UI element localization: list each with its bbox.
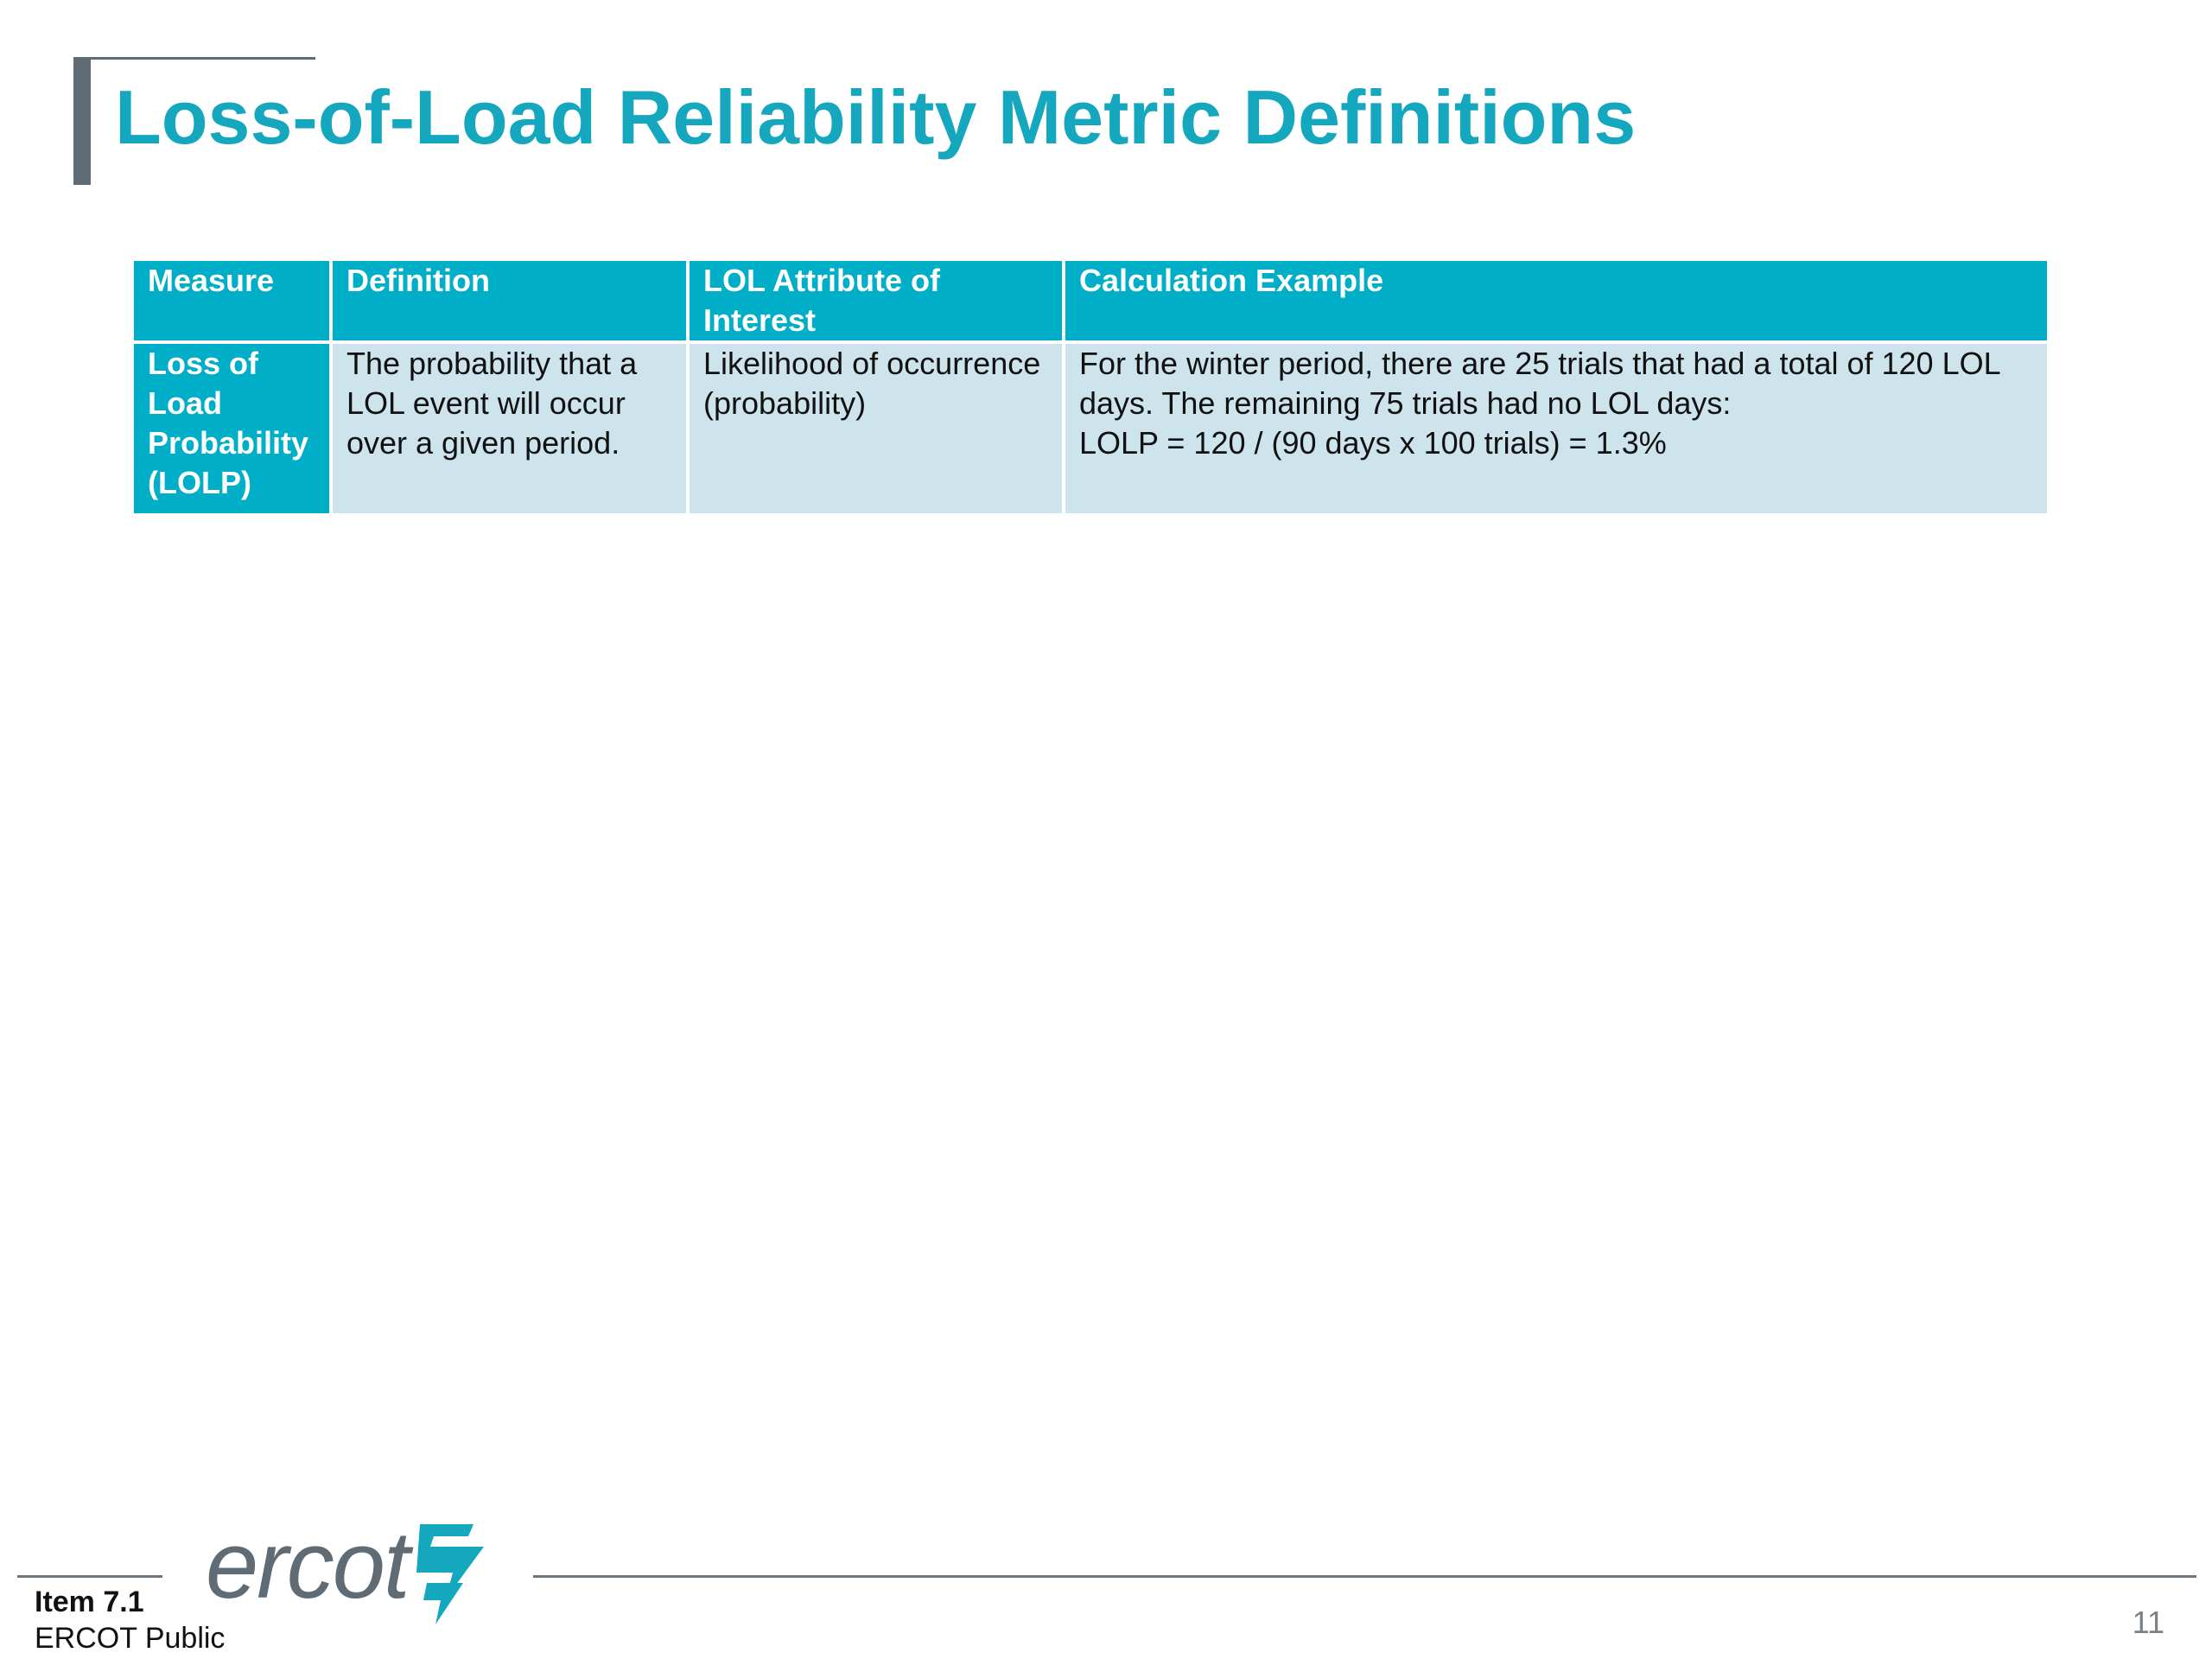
metric-definitions-table: Measure Definition LOL Attribute of Inte… <box>130 257 2050 517</box>
ercot-logo: ercot <box>206 1514 491 1635</box>
table-header-row: Measure Definition LOL Attribute of Inte… <box>130 257 2050 344</box>
calculation-formula: LOLP = 120 / (90 days x 100 trials) = 1.… <box>1079 425 1667 461</box>
footer-item-label: Item 7.1 <box>35 1586 144 1618</box>
footer-rule-left <box>17 1575 162 1578</box>
title-accent-rule <box>73 57 315 60</box>
footer-classification: ERCOT Public <box>35 1622 226 1655</box>
title-accent-bar <box>73 57 91 185</box>
header-calculation-example: Calculation Example <box>1062 257 2050 344</box>
page-title: Loss-of-Load Reliability Metric Definiti… <box>115 74 1637 160</box>
header-definition: Definition <box>329 257 690 344</box>
page-number: 11 <box>2132 1605 2164 1640</box>
footer-rule-right <box>533 1575 2196 1578</box>
cell-lol-attribute: Likelihood of occurrence (probability) <box>686 340 1065 517</box>
logo-wordmark: ercot <box>206 1512 410 1618</box>
ercot-lightning-bolt-icon <box>416 1524 484 1624</box>
cell-calculation-example: For the winter period, there are 25 tria… <box>1062 340 2050 517</box>
calculation-description: For the winter period, there are 25 tria… <box>1079 346 2000 421</box>
cell-definition: The probability that a LOL event will oc… <box>329 340 690 517</box>
header-lol-attribute: LOL Attribute of Interest <box>686 257 1065 344</box>
table-row: Loss of Load Probability (LOLP) The prob… <box>130 340 2050 517</box>
header-measure: Measure <box>130 257 333 344</box>
cell-measure: Loss of Load Probability (LOLP) <box>130 340 333 517</box>
